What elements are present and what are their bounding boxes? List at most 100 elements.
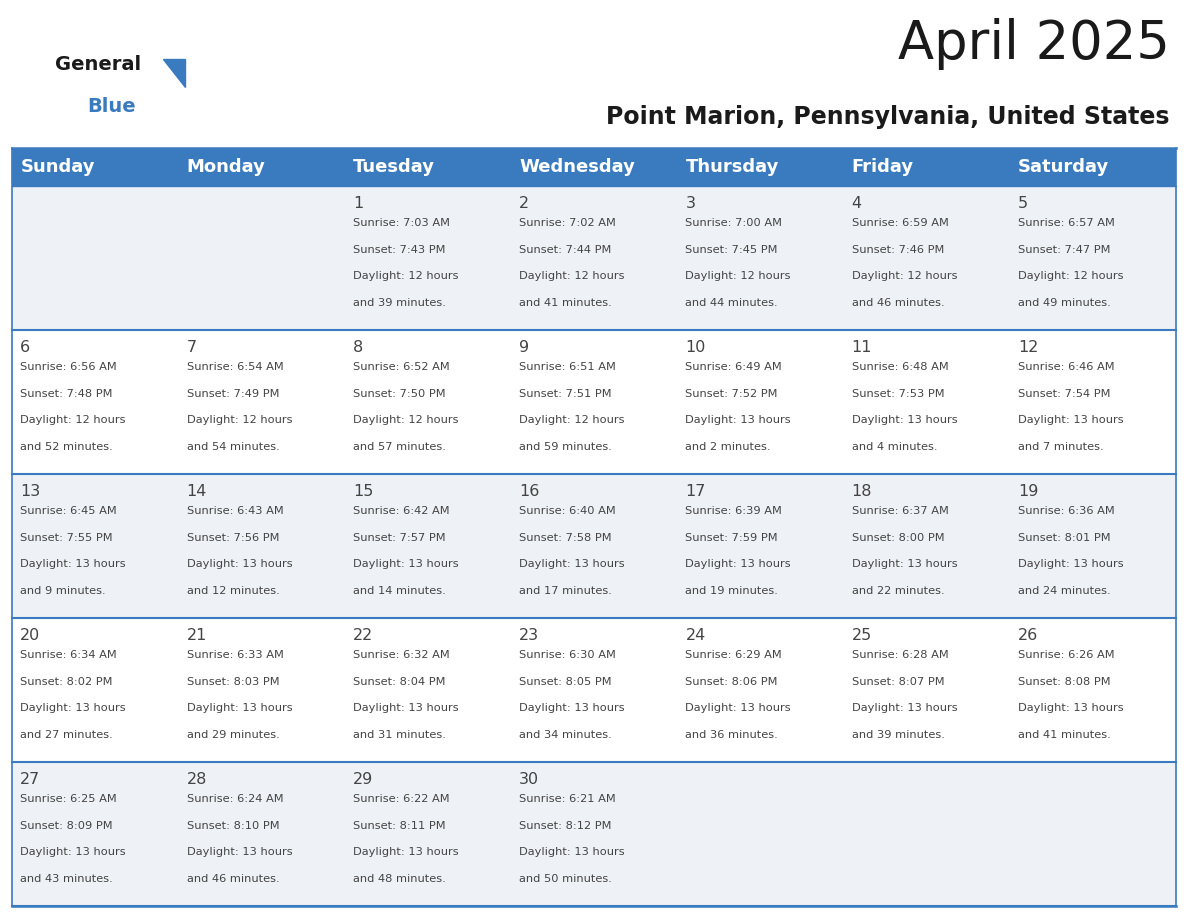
- Text: and 14 minutes.: and 14 minutes.: [353, 586, 446, 596]
- Text: Monday: Monday: [187, 158, 265, 176]
- Text: Blue: Blue: [87, 97, 135, 116]
- Text: 7: 7: [187, 341, 197, 355]
- Text: Sunrise: 7:02 AM: Sunrise: 7:02 AM: [519, 218, 617, 229]
- Text: Daylight: 12 hours: Daylight: 12 hours: [20, 416, 126, 425]
- Text: and 41 minutes.: and 41 minutes.: [1018, 730, 1111, 740]
- Text: Daylight: 13 hours: Daylight: 13 hours: [852, 416, 958, 425]
- Text: Sunrise: 6:32 AM: Sunrise: 6:32 AM: [353, 650, 449, 660]
- Text: Sunrise: 7:00 AM: Sunrise: 7:00 AM: [685, 218, 783, 229]
- Text: Sunset: 7:57 PM: Sunset: 7:57 PM: [353, 532, 446, 543]
- Text: 22: 22: [353, 628, 373, 644]
- Text: 5: 5: [1018, 196, 1028, 211]
- Text: Sunset: 8:04 PM: Sunset: 8:04 PM: [353, 677, 446, 687]
- Text: Sunday: Sunday: [20, 158, 95, 176]
- Text: 2: 2: [519, 196, 530, 211]
- Text: and 39 minutes.: and 39 minutes.: [353, 298, 446, 308]
- Text: 29: 29: [353, 772, 373, 788]
- Text: Sunset: 8:00 PM: Sunset: 8:00 PM: [852, 532, 944, 543]
- Text: Sunrise: 6:26 AM: Sunrise: 6:26 AM: [1018, 650, 1114, 660]
- Text: Sunset: 8:09 PM: Sunset: 8:09 PM: [20, 821, 113, 831]
- Bar: [12, 330, 1176, 474]
- Text: Daylight: 13 hours: Daylight: 13 hours: [353, 847, 459, 857]
- Text: Sunrise: 6:21 AM: Sunrise: 6:21 AM: [519, 794, 615, 804]
- Bar: [12, 618, 1176, 762]
- Text: Daylight: 12 hours: Daylight: 12 hours: [519, 416, 625, 425]
- Text: Sunset: 7:50 PM: Sunset: 7:50 PM: [353, 389, 446, 398]
- Text: 20: 20: [20, 628, 40, 644]
- Bar: [12, 762, 1176, 906]
- Text: and 46 minutes.: and 46 minutes.: [187, 874, 279, 884]
- Bar: [12, 148, 1176, 186]
- Text: Daylight: 13 hours: Daylight: 13 hours: [187, 703, 292, 713]
- Text: Sunset: 7:55 PM: Sunset: 7:55 PM: [20, 532, 113, 543]
- Text: Sunrise: 6:29 AM: Sunrise: 6:29 AM: [685, 650, 782, 660]
- Text: Daylight: 13 hours: Daylight: 13 hours: [353, 703, 459, 713]
- Text: Daylight: 13 hours: Daylight: 13 hours: [20, 703, 126, 713]
- Text: Sunset: 8:08 PM: Sunset: 8:08 PM: [1018, 677, 1111, 687]
- Text: Sunrise: 6:43 AM: Sunrise: 6:43 AM: [187, 506, 284, 516]
- Text: Daylight: 12 hours: Daylight: 12 hours: [353, 416, 459, 425]
- Text: Daylight: 13 hours: Daylight: 13 hours: [187, 559, 292, 569]
- Text: 6: 6: [20, 341, 31, 355]
- Text: Wednesday: Wednesday: [519, 158, 636, 176]
- Text: Daylight: 13 hours: Daylight: 13 hours: [519, 703, 625, 713]
- Text: Sunrise: 6:45 AM: Sunrise: 6:45 AM: [20, 506, 118, 516]
- Text: 26: 26: [1018, 628, 1038, 644]
- Text: and 46 minutes.: and 46 minutes.: [852, 298, 944, 308]
- Text: Sunrise: 6:40 AM: Sunrise: 6:40 AM: [519, 506, 615, 516]
- Text: Thursday: Thursday: [685, 158, 779, 176]
- Text: and 48 minutes.: and 48 minutes.: [353, 874, 446, 884]
- Bar: [12, 186, 1176, 330]
- Text: 19: 19: [1018, 484, 1038, 499]
- Text: Sunrise: 6:46 AM: Sunrise: 6:46 AM: [1018, 363, 1114, 372]
- Text: Sunset: 7:54 PM: Sunset: 7:54 PM: [1018, 389, 1111, 398]
- Polygon shape: [163, 59, 185, 87]
- Text: and 57 minutes.: and 57 minutes.: [353, 442, 446, 453]
- Text: and 39 minutes.: and 39 minutes.: [852, 730, 944, 740]
- Text: April 2025: April 2025: [898, 18, 1170, 70]
- Text: Sunset: 8:02 PM: Sunset: 8:02 PM: [20, 677, 113, 687]
- Text: Daylight: 13 hours: Daylight: 13 hours: [519, 847, 625, 857]
- Text: and 50 minutes.: and 50 minutes.: [519, 874, 612, 884]
- Text: 9: 9: [519, 341, 530, 355]
- Text: Sunrise: 6:42 AM: Sunrise: 6:42 AM: [353, 506, 449, 516]
- Text: 14: 14: [187, 484, 207, 499]
- Text: 28: 28: [187, 772, 207, 788]
- Text: Sunrise: 6:59 AM: Sunrise: 6:59 AM: [852, 218, 948, 229]
- Text: Daylight: 13 hours: Daylight: 13 hours: [353, 559, 459, 569]
- Text: 24: 24: [685, 628, 706, 644]
- Text: 1: 1: [353, 196, 364, 211]
- Text: and 2 minutes.: and 2 minutes.: [685, 442, 771, 453]
- Text: 4: 4: [852, 196, 861, 211]
- Text: Daylight: 13 hours: Daylight: 13 hours: [519, 559, 625, 569]
- Text: 25: 25: [852, 628, 872, 644]
- Text: Daylight: 12 hours: Daylight: 12 hours: [519, 272, 625, 282]
- Text: Daylight: 13 hours: Daylight: 13 hours: [852, 703, 958, 713]
- Text: Sunset: 7:45 PM: Sunset: 7:45 PM: [685, 245, 778, 255]
- Text: and 27 minutes.: and 27 minutes.: [20, 730, 113, 740]
- Text: Daylight: 13 hours: Daylight: 13 hours: [187, 847, 292, 857]
- Text: and 19 minutes.: and 19 minutes.: [685, 586, 778, 596]
- Text: 10: 10: [685, 341, 706, 355]
- Text: and 22 minutes.: and 22 minutes.: [852, 586, 944, 596]
- Text: and 34 minutes.: and 34 minutes.: [519, 730, 612, 740]
- Text: 30: 30: [519, 772, 539, 788]
- Text: Sunset: 7:47 PM: Sunset: 7:47 PM: [1018, 245, 1111, 255]
- Text: Sunrise: 6:51 AM: Sunrise: 6:51 AM: [519, 363, 617, 372]
- Text: and 24 minutes.: and 24 minutes.: [1018, 586, 1111, 596]
- Text: 8: 8: [353, 341, 364, 355]
- Text: Daylight: 13 hours: Daylight: 13 hours: [1018, 416, 1124, 425]
- Text: Sunrise: 6:52 AM: Sunrise: 6:52 AM: [353, 363, 449, 372]
- Text: Sunset: 7:52 PM: Sunset: 7:52 PM: [685, 389, 778, 398]
- Text: and 12 minutes.: and 12 minutes.: [187, 586, 279, 596]
- Text: and 31 minutes.: and 31 minutes.: [353, 730, 446, 740]
- Text: and 9 minutes.: and 9 minutes.: [20, 586, 106, 596]
- Text: Sunrise: 6:24 AM: Sunrise: 6:24 AM: [187, 794, 283, 804]
- Text: Sunrise: 6:34 AM: Sunrise: 6:34 AM: [20, 650, 118, 660]
- Text: Daylight: 12 hours: Daylight: 12 hours: [685, 272, 791, 282]
- Text: and 44 minutes.: and 44 minutes.: [685, 298, 778, 308]
- Text: Sunrise: 7:03 AM: Sunrise: 7:03 AM: [353, 218, 450, 229]
- Text: Sunset: 8:11 PM: Sunset: 8:11 PM: [353, 821, 446, 831]
- Text: 23: 23: [519, 628, 539, 644]
- Text: and 49 minutes.: and 49 minutes.: [1018, 298, 1111, 308]
